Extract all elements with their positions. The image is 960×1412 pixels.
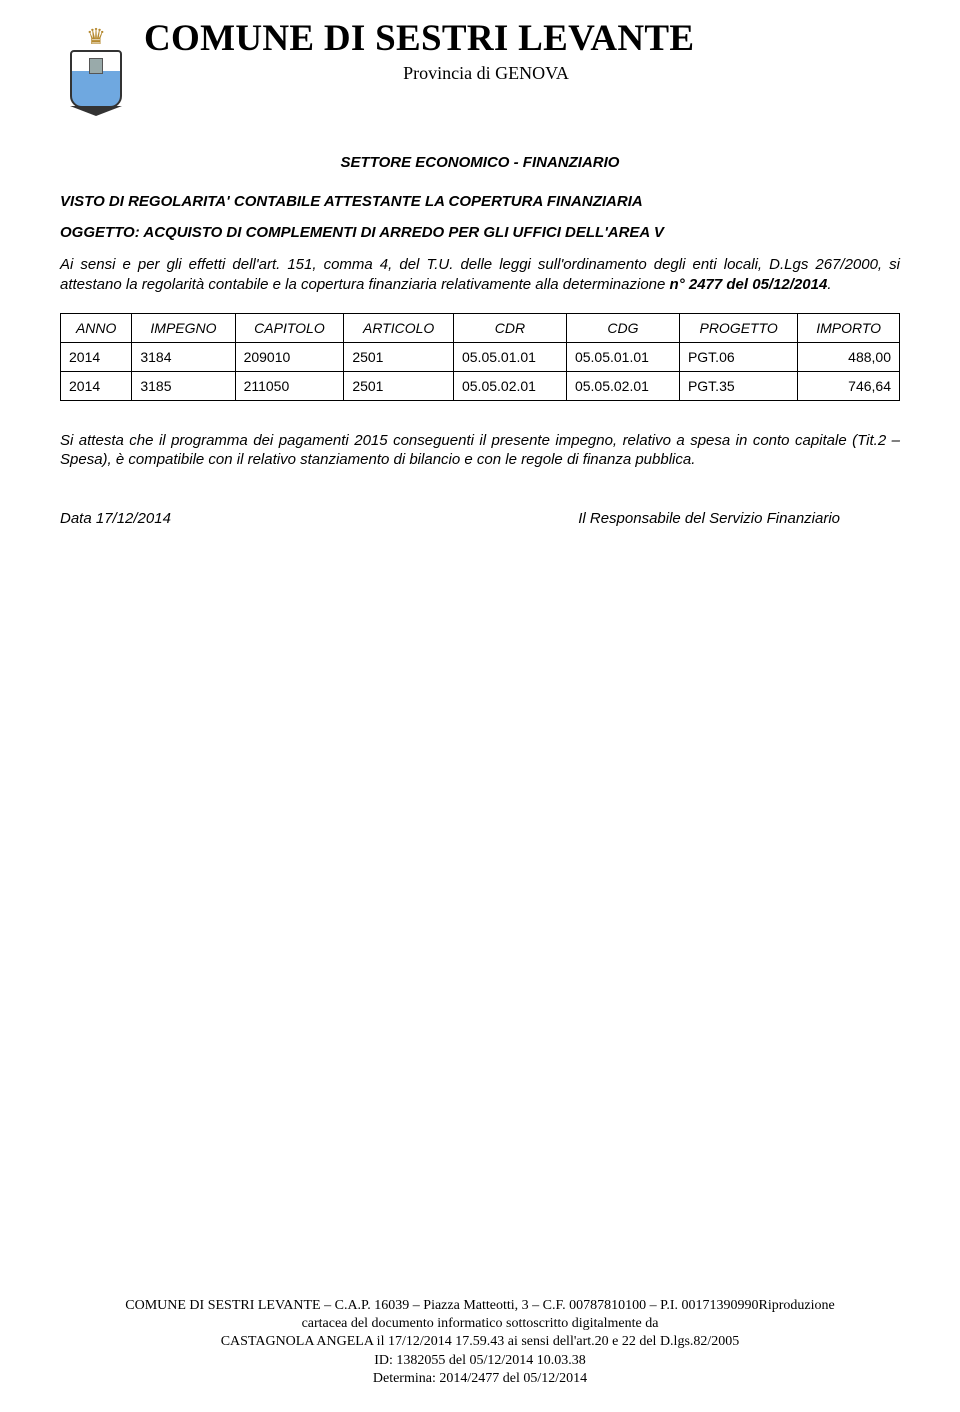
table-header-cell: IMPORTO — [798, 313, 900, 342]
table-cell: PGT.06 — [679, 342, 797, 371]
table-header-cell: ARTICOLO — [344, 313, 454, 342]
table-header-cell: IMPEGNO — [132, 313, 235, 342]
table-cell: PGT.35 — [679, 371, 797, 400]
table-body: 20143184209010250105.05.01.0105.05.01.01… — [61, 342, 900, 400]
footer-line-1: COMUNE DI SESTRI LEVANTE – C.A.P. 16039 … — [40, 1297, 920, 1315]
para1-suffix: . — [827, 276, 831, 293]
footer-line-4: ID: 1382055 del 05/12/2014 10.03.38 — [40, 1352, 920, 1370]
signature-date: Data 17/12/2014 — [60, 510, 171, 527]
table-header-row: ANNOIMPEGNOCAPITOLOARTICOLOCDRCDGPROGETT… — [61, 313, 900, 342]
table-cell: 2501 — [344, 342, 454, 371]
table-header-cell: PROGETTO — [679, 313, 797, 342]
page-footer: COMUNE DI SESTRI LEVANTE – C.A.P. 16039 … — [0, 1297, 960, 1388]
table-cell: 211050 — [235, 371, 344, 400]
table-cell: 2501 — [344, 371, 454, 400]
table-cell: 209010 — [235, 342, 344, 371]
visto-line: VISTO DI REGOLARITA' CONTABILE ATTESTANT… — [60, 193, 900, 210]
section-header: SETTORE ECONOMICO - FINANZIARIO — [60, 154, 900, 171]
document-letterhead: ♛ COMUNE DI SESTRI LEVANTE Provincia di … — [60, 20, 900, 116]
oggetto-line: OGGETTO: ACQUISTO DI COMPLEMENTI DI ARRE… — [60, 224, 900, 241]
signature-block: Data 17/12/2014 Il Responsabile del Serv… — [60, 510, 900, 527]
municipal-crest-icon: ♛ — [60, 26, 132, 116]
footer-line-3: CASTAGNOLA ANGELA il 17/12/2014 17.59.43… — [40, 1333, 920, 1351]
table-cell: 05.05.02.01 — [453, 371, 566, 400]
attestation-paragraph: Si attesta che il programma dei pagament… — [60, 431, 900, 471]
table-header-cell: ANNO — [61, 313, 132, 342]
table-cell: 3184 — [132, 342, 235, 371]
impegno-table: ANNOIMPEGNOCAPITOLOARTICOLOCDRCDGPROGETT… — [60, 313, 900, 401]
table-cell: 05.05.01.01 — [566, 342, 679, 371]
crown-icon: ♛ — [60, 26, 132, 48]
table-cell: 3185 — [132, 371, 235, 400]
table-cell: 746,64 — [798, 371, 900, 400]
table-head: ANNOIMPEGNOCAPITOLOARTICOLOCDRCDGPROGETT… — [61, 313, 900, 342]
table-header-cell: CDG — [566, 313, 679, 342]
oggetto-label: OGGETTO: — [60, 224, 140, 241]
table-cell: 2014 — [61, 342, 132, 371]
table-header-cell: CAPITOLO — [235, 313, 344, 342]
table-cell: 05.05.01.01 — [453, 342, 566, 371]
shield-icon — [70, 50, 122, 108]
oggetto-text: ACQUISTO DI COMPLEMENTI DI ARREDO PER GL… — [143, 224, 664, 241]
footer-line-2: cartacea del documento informatico sotto… — [40, 1315, 920, 1333]
table-cell: 488,00 — [798, 342, 900, 371]
table-cell: 2014 — [61, 371, 132, 400]
letterhead-text: COMUNE DI SESTRI LEVANTE Provincia di GE… — [144, 20, 900, 84]
table-header-cell: CDR — [453, 313, 566, 342]
footer-line-5: Determina: 2014/2477 del 05/12/2014 — [40, 1370, 920, 1388]
org-title: COMUNE DI SESTRI LEVANTE — [144, 20, 900, 59]
org-subtitle: Provincia di GENOVA — [72, 63, 900, 84]
signature-role: Il Responsabile del Servizio Finanziario — [578, 510, 900, 527]
tower-icon — [89, 58, 103, 74]
determination-paragraph: Ai sensi e per gli effetti dell'art. 151… — [60, 255, 900, 295]
determination-number: n° 2477 del 05/12/2014 — [670, 276, 828, 293]
table-cell: 05.05.02.01 — [566, 371, 679, 400]
table-row: 20143185211050250105.05.02.0105.05.02.01… — [61, 371, 900, 400]
table-row: 20143184209010250105.05.01.0105.05.01.01… — [61, 342, 900, 371]
